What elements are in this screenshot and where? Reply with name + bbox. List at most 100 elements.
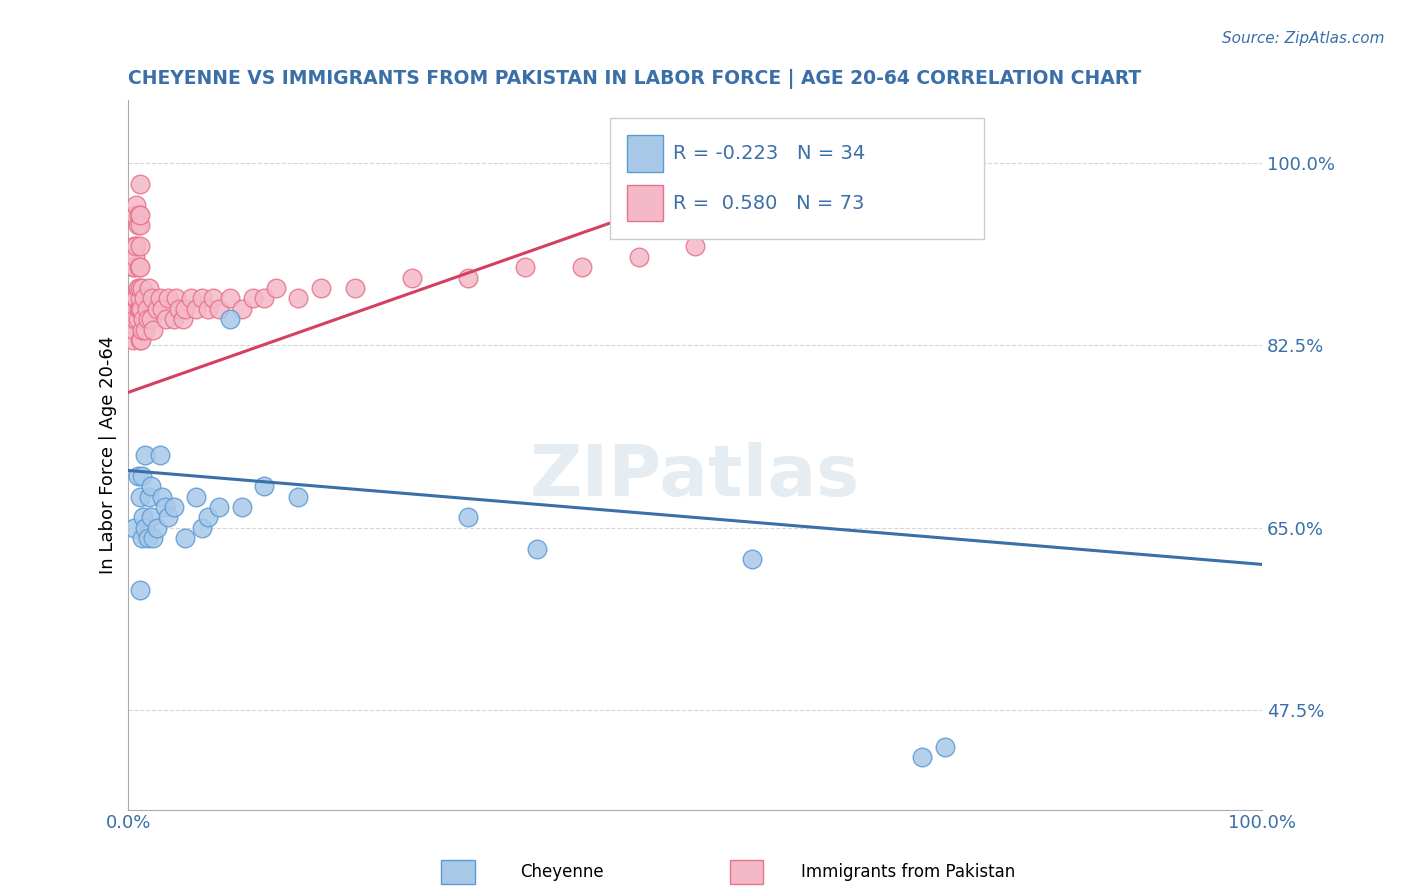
Point [191, 292, 214, 306]
Point [122, 260, 145, 274]
Point [186, 301, 208, 316]
Point [128, 260, 150, 274]
Point [242, 292, 264, 306]
Point [174, 301, 197, 316]
Point [131, 281, 153, 295]
Point [309, 281, 332, 295]
Point [128, 208, 150, 222]
Point [124, 250, 146, 264]
Point [219, 292, 242, 306]
FancyBboxPatch shape [610, 118, 984, 238]
Point [128, 301, 150, 316]
FancyBboxPatch shape [627, 135, 664, 172]
Point [152, 301, 174, 316]
Point [128, 281, 150, 295]
Point [127, 219, 149, 233]
Point [142, 531, 165, 545]
Point [138, 490, 160, 504]
Point [231, 301, 253, 316]
Point [134, 292, 156, 306]
Point [138, 281, 160, 295]
Point [139, 479, 162, 493]
Point [128, 177, 150, 191]
Point [163, 500, 186, 514]
Point [152, 490, 174, 504]
Text: Immigrants from Pakistan: Immigrants from Pakistan [801, 863, 1015, 881]
Point [128, 333, 150, 347]
Point [122, 521, 145, 535]
Point [683, 239, 706, 253]
Point [344, 281, 367, 295]
Point [125, 197, 148, 211]
Point [157, 292, 180, 306]
Point [515, 260, 537, 274]
Point [129, 301, 152, 316]
Point [287, 490, 309, 504]
Point [124, 292, 146, 306]
Point [132, 510, 155, 524]
FancyBboxPatch shape [627, 185, 664, 221]
Point [253, 479, 276, 493]
Point [128, 219, 150, 233]
Point [197, 301, 219, 316]
Point [128, 490, 150, 504]
Point [457, 510, 479, 524]
Point [125, 292, 148, 306]
Point [131, 323, 153, 337]
Point [165, 292, 187, 306]
Point [146, 521, 169, 535]
Point [124, 312, 146, 326]
Point [132, 312, 155, 326]
Text: CHEYENNE VS IMMIGRANTS FROM PAKISTAN IN LABOR FORCE | AGE 20-64 CORRELATION CHAR: CHEYENNE VS IMMIGRANTS FROM PAKISTAN IN … [128, 69, 1142, 88]
Point [127, 312, 149, 326]
Point [125, 239, 148, 253]
Point [741, 552, 763, 566]
Point [139, 510, 162, 524]
Point [163, 312, 186, 326]
Point [134, 521, 156, 535]
Point [174, 531, 197, 545]
Point [129, 333, 152, 347]
Point [208, 500, 231, 514]
Point [153, 500, 176, 514]
Text: R =  0.580   N = 73: R = 0.580 N = 73 [672, 194, 863, 212]
Point [191, 521, 214, 535]
Point [457, 270, 479, 285]
Point [136, 531, 159, 545]
Point [149, 292, 172, 306]
Point [627, 250, 650, 264]
Point [571, 260, 593, 274]
Text: ZIPatlas: ZIPatlas [530, 442, 860, 510]
Point [135, 301, 157, 316]
Point [121, 292, 143, 306]
Point [128, 239, 150, 253]
Y-axis label: In Labor Force | Age 20-64: In Labor Force | Age 20-64 [100, 335, 117, 574]
Point [253, 292, 276, 306]
Point [136, 312, 159, 326]
Text: R = -0.223   N = 34: R = -0.223 N = 34 [672, 144, 865, 163]
Point [128, 260, 150, 274]
Point [146, 301, 169, 316]
Point [139, 312, 162, 326]
Point [526, 541, 548, 556]
Point [128, 583, 150, 598]
Point [131, 531, 153, 545]
Point [155, 312, 177, 326]
Point [180, 292, 202, 306]
Point [128, 301, 150, 316]
Point [122, 260, 145, 274]
Point [142, 323, 165, 337]
Point [134, 323, 156, 337]
Point [264, 281, 287, 295]
Point [134, 448, 156, 462]
Point [120, 312, 142, 326]
Point [169, 301, 191, 316]
Text: Cheyenne: Cheyenne [520, 863, 603, 881]
Point [124, 208, 146, 222]
Point [122, 333, 145, 347]
Point [231, 500, 253, 514]
Point [934, 739, 956, 754]
Point [141, 292, 163, 306]
Point [157, 510, 180, 524]
Point [128, 208, 150, 222]
